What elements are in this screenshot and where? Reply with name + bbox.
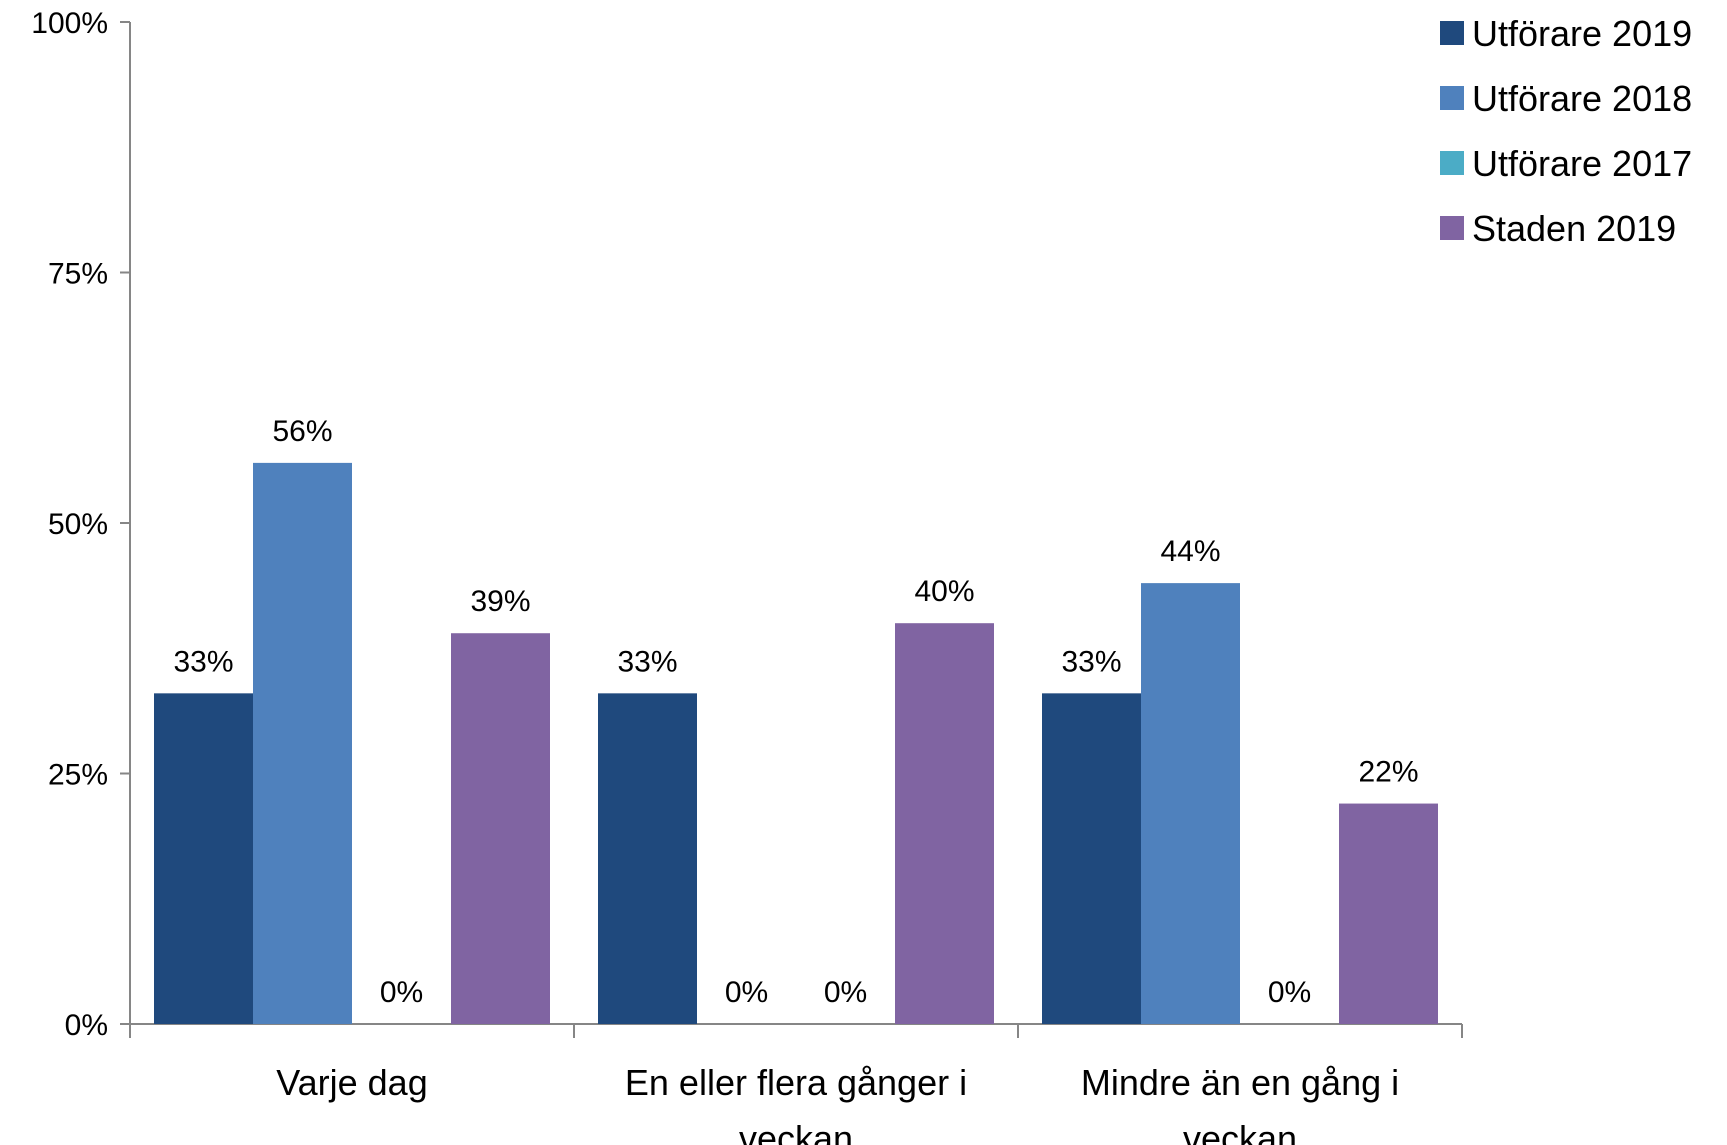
data-label: 44% [1160, 535, 1220, 568]
category-label: Varje dag [276, 1062, 427, 1103]
bar [451, 633, 550, 1024]
legend-label: Utförare 2017 [1472, 143, 1692, 184]
legend-label: Utförare 2019 [1472, 13, 1692, 54]
data-label: 33% [617, 645, 677, 678]
legend-swatch [1440, 151, 1464, 175]
data-label: 33% [1061, 645, 1121, 678]
bars [154, 462, 1438, 1024]
data-label: 0% [725, 976, 768, 1009]
data-label: 33% [173, 645, 233, 678]
bar [1339, 803, 1438, 1024]
data-label: 40% [914, 575, 974, 608]
legend-label: Utförare 2018 [1472, 78, 1692, 119]
data-labels: 33% 56% 0% 39% 33% 0% 0% 40% 33% 44% 0% 22% [173, 415, 1418, 1009]
bar [598, 693, 697, 1024]
data-label: 22% [1358, 756, 1418, 789]
legend-swatch [1440, 86, 1464, 110]
category-label: Mindre än en gång i [1081, 1062, 1399, 1103]
y-tick-label: 25% [48, 759, 108, 792]
bar [1141, 583, 1240, 1024]
bar [253, 462, 352, 1024]
y-tick-label: 75% [48, 258, 108, 291]
y-tick-label: 0% [65, 1009, 108, 1042]
bar [1042, 693, 1141, 1024]
category-label: veckan [739, 1118, 853, 1145]
bar [895, 623, 994, 1024]
legend-swatch [1440, 216, 1464, 240]
legend-label: Staden 2019 [1472, 208, 1676, 249]
data-label: 0% [1268, 976, 1311, 1009]
data-label: 0% [380, 976, 423, 1009]
bar [154, 693, 253, 1024]
y-tick-label: 50% [48, 508, 108, 541]
y-tick-label: 100% [31, 7, 108, 40]
category-labels: Varje dag En eller flera gånger i veckan Mi… [276, 1062, 1399, 1145]
category-label: En eller flera gånger i [625, 1062, 967, 1103]
category-label: veckan [1183, 1118, 1297, 1145]
data-label: 0% [824, 976, 867, 1009]
data-label: 39% [470, 585, 530, 618]
legend: Utförare 2019 Utförare 2018 Utförare 2017 S… [1440, 13, 1692, 249]
legend-swatch [1440, 21, 1464, 45]
data-label: 56% [272, 415, 332, 448]
